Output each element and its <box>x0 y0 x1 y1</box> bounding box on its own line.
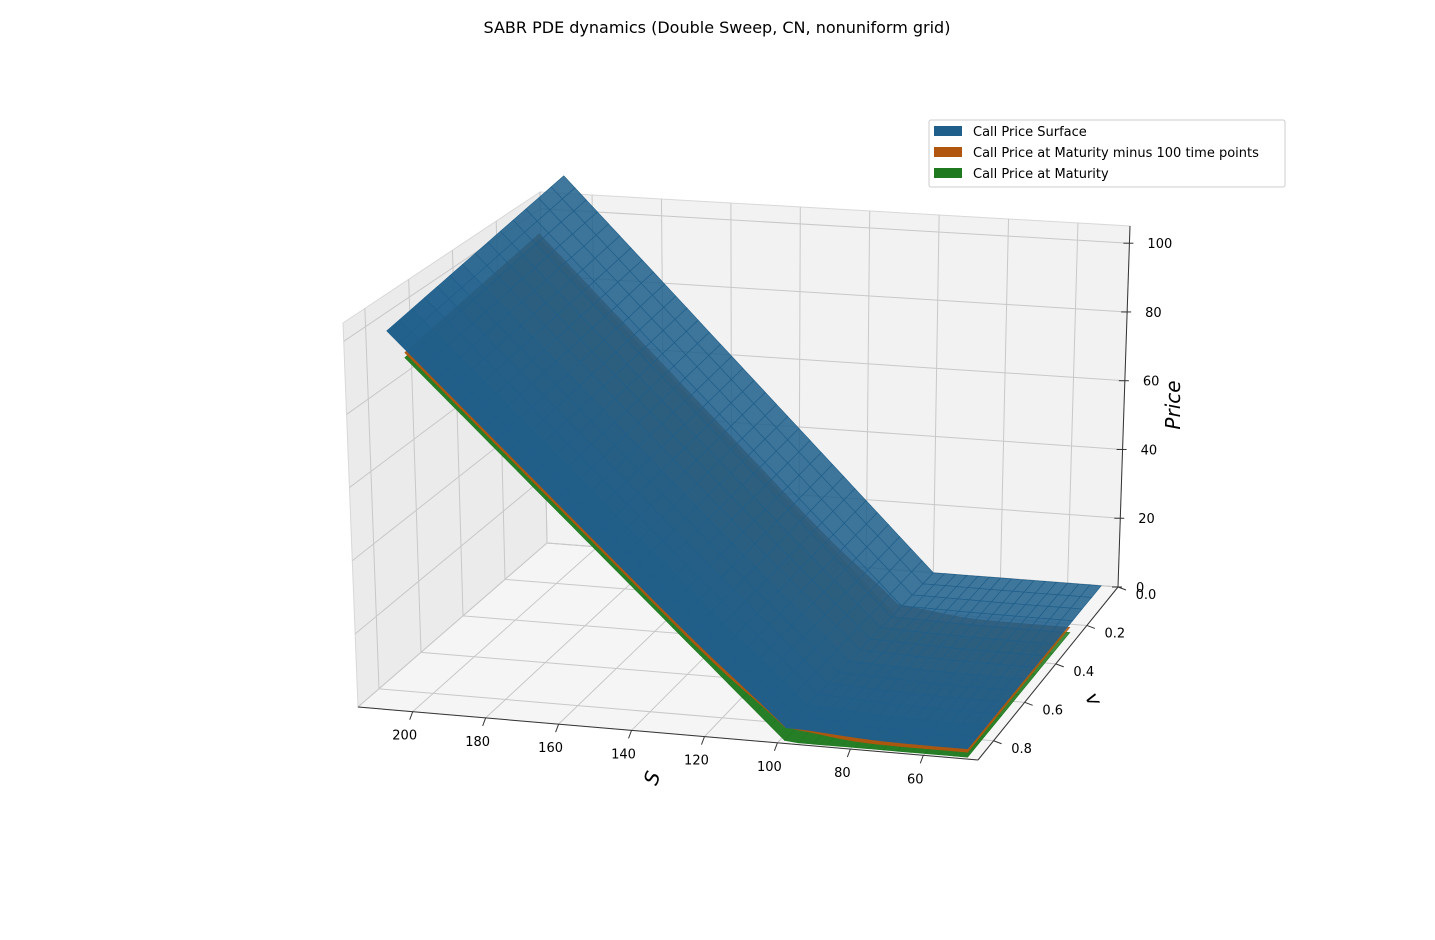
x-tick-mark <box>482 717 487 727</box>
x-axis-label: S <box>639 768 666 788</box>
legend: Call Price Surface Call Price at Maturit… <box>928 119 1286 188</box>
surface-call-price-facet <box>954 735 978 750</box>
x-tick-mark <box>409 711 414 720</box>
legend-label-minus-100: Call Price at Maturity minus 100 time po… <box>973 146 1259 161</box>
left-grid-z <box>354 475 546 635</box>
surfaces <box>386 175 1102 758</box>
x-tick-label: 200 <box>392 729 417 744</box>
z-tick-label: 80 <box>1145 306 1162 321</box>
x-tick-label: 140 <box>611 747 636 762</box>
z-tick-label: 20 <box>1138 512 1155 527</box>
legend-swatch-surface <box>934 126 962 136</box>
x-tick-mark <box>701 736 705 745</box>
y-tick-label: 0.6 <box>1042 703 1063 718</box>
y-tick-mark <box>1055 663 1064 668</box>
left-grid-z <box>357 542 548 708</box>
x-tick-label: 160 <box>538 741 563 756</box>
y-tick-label: 0.0 <box>1136 588 1157 603</box>
x-tick-mark <box>846 748 851 758</box>
y-axis-label: v <box>1080 688 1107 711</box>
axes: 200 180 160 140 120 100 80 60 0.0 0.2 0.4 0.6 0.8 0 20… <box>357 225 1172 787</box>
z-axis-line <box>1117 225 1131 588</box>
y-tick-label: 0.2 <box>1105 626 1126 641</box>
x-tick-mark <box>773 742 778 752</box>
z-tick-label: 60 <box>1143 375 1160 390</box>
back-grid-s <box>999 218 1010 578</box>
y-axis-line <box>977 586 1119 761</box>
legend-label-surface: Call Price Surface <box>973 125 1087 140</box>
z-tick-label: 40 <box>1141 443 1158 458</box>
back-grid-z <box>540 208 1130 244</box>
x-tick-label: 60 <box>907 772 924 787</box>
x-tick-mark <box>628 730 632 739</box>
x-tick-mark <box>555 723 560 733</box>
back-grid-s <box>1067 222 1079 584</box>
x-axis-line <box>357 706 979 761</box>
z-tick-label: 0 <box>1136 581 1144 596</box>
z-axis-label: Price <box>1161 380 1185 429</box>
x-tick-label: 80 <box>834 766 851 781</box>
surface-call-price <box>386 175 1102 750</box>
x-tick-label: 180 <box>465 735 490 750</box>
left-grid-v <box>364 308 380 689</box>
x-tick-label: 100 <box>757 760 782 775</box>
y-tick-mark <box>993 740 1002 745</box>
floor-grid-s <box>412 546 598 713</box>
y-tick-label: 0.4 <box>1073 665 1094 680</box>
legend-label-maturity: Call Price at Maturity <box>973 167 1109 182</box>
legend-swatch-minus-100 <box>934 147 962 157</box>
y-tick-mark <box>1086 624 1096 629</box>
y-tick-mark <box>1024 701 1033 706</box>
x-tick-label: 120 <box>684 754 709 769</box>
y-tick-label: 0.8 <box>1011 742 1032 757</box>
x-tick-mark <box>919 755 924 764</box>
legend-box <box>928 119 1286 188</box>
back-grid-s <box>932 214 940 573</box>
legend-swatch-maturity <box>934 168 962 178</box>
z-tick-label: 100 <box>1147 237 1172 252</box>
chart-title: SABR PDE dynamics (Double Sweep, CN, non… <box>484 18 951 37</box>
